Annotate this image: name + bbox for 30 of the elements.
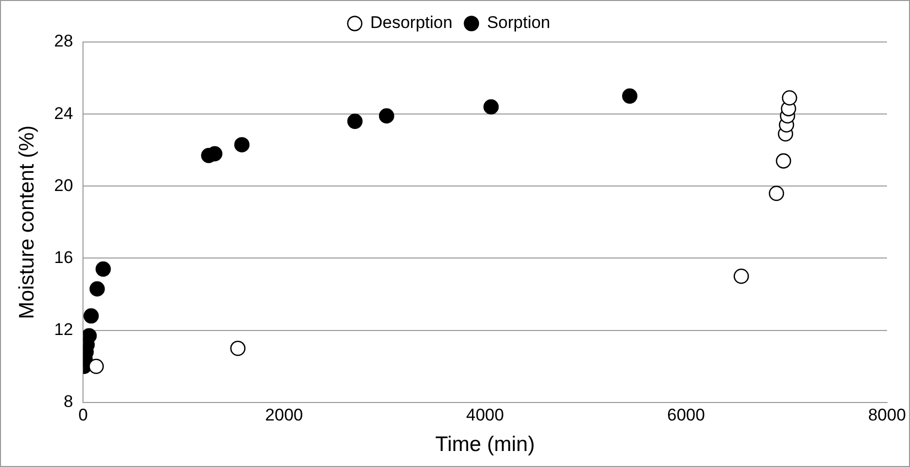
point xyxy=(90,281,105,297)
point xyxy=(88,358,104,374)
y-axis-title: Moisture content (%) xyxy=(15,125,38,320)
x-tick-label: 0 xyxy=(78,405,88,424)
y-tick-label: 24 xyxy=(54,104,74,123)
point xyxy=(83,328,97,344)
x-tick-label: 2000 xyxy=(265,405,303,424)
y-tick-label: 8 xyxy=(64,392,74,412)
y-tick-label: 16 xyxy=(54,248,74,267)
point xyxy=(234,137,250,152)
point xyxy=(84,308,99,324)
point xyxy=(782,90,798,106)
point xyxy=(347,114,363,129)
x-tick-label: 8000 xyxy=(868,405,906,424)
y-tick-label: 12 xyxy=(54,320,74,340)
x-tick-label: 6000 xyxy=(667,405,705,424)
point xyxy=(768,186,784,202)
y-tick-label: 20 xyxy=(54,176,74,195)
legend-label: Sorption xyxy=(486,13,550,32)
x-tick-label: 4000 xyxy=(466,405,504,424)
point xyxy=(734,268,749,284)
point xyxy=(378,108,394,124)
point xyxy=(776,153,792,169)
point xyxy=(230,340,246,356)
point xyxy=(622,88,638,104)
point xyxy=(96,261,111,277)
y-tick-label: 28 xyxy=(54,32,74,51)
legend-label: Desorption xyxy=(370,13,452,32)
x-axis-title: Time (min) xyxy=(435,433,535,456)
point xyxy=(483,99,499,115)
